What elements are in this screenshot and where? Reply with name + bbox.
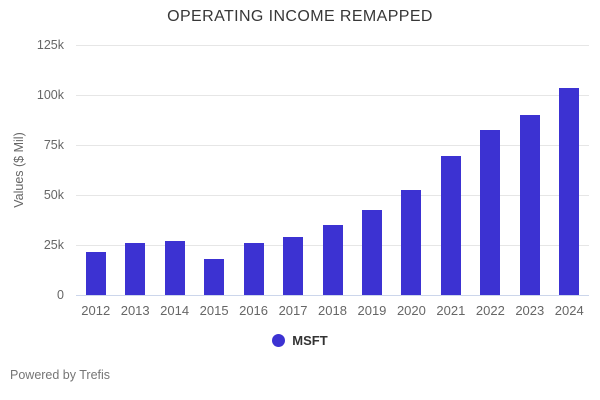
x-axis-tick-label: 2024 <box>554 303 584 318</box>
gridline <box>76 94 589 96</box>
x-axis-tick-label: 2016 <box>239 303 269 318</box>
bar-2018 <box>322 225 343 295</box>
x-axis-tick-label: 2023 <box>515 303 545 318</box>
x-axis-tick-label: 2018 <box>318 303 347 318</box>
plot-area <box>76 44 589 296</box>
x-axis-tick-label: 2019 <box>357 303 387 318</box>
x-axis-tick-label: 2014 <box>160 303 190 318</box>
x-axis-tick-label: 2013 <box>120 303 150 318</box>
bar-2015 <box>204 259 225 295</box>
legend-item-msft[interactable]: MSFT <box>272 333 328 348</box>
legend: MSFT <box>0 333 600 348</box>
y-axis-tick-label: 100k <box>36 88 64 102</box>
x-axis-tick-label: 2020 <box>396 303 426 318</box>
x-axis-line <box>76 294 589 296</box>
bar-2017 <box>283 237 304 295</box>
x-axis-tick-label: 2021 <box>436 303 466 318</box>
bar-2023 <box>519 115 540 295</box>
bar-2014 <box>164 241 185 295</box>
bar-2013 <box>125 243 146 295</box>
bar-2019 <box>361 210 382 295</box>
gridline <box>76 44 589 46</box>
y-axis-tick-label: 0 <box>57 288 64 302</box>
bar-2022 <box>480 130 501 295</box>
x-axis-tick-label: 2022 <box>475 303 505 318</box>
y-axis-tick-label: 125k <box>36 38 64 52</box>
gridline <box>76 194 589 196</box>
x-axis-tick-label: 2017 <box>278 303 308 318</box>
gridline <box>76 144 589 146</box>
x-axis-tick-label: 2015 <box>199 303 229 318</box>
y-axis-tick-label: 50k <box>43 188 64 202</box>
legend-marker-icon <box>272 334 286 347</box>
bar-2016 <box>243 243 264 295</box>
x-axis-tick-label: 2012 <box>81 303 111 318</box>
powered-by-trefis-text: Powered by Trefis <box>10 368 111 382</box>
legend-label: MSFT <box>292 333 328 348</box>
chart-title: OPERATING INCOME REMAPPED <box>167 8 433 25</box>
bar-2020 <box>401 190 422 295</box>
y-axis-tick-label: 75k <box>43 138 64 152</box>
x-axis: 2012 2013 2014 2015 2016 2017 2018 2019 2020 2021… <box>76 303 589 321</box>
y-axis: 0 25k 50k 75k 100k 125k <box>0 38 64 302</box>
bar-2024 <box>559 88 580 295</box>
bar-2012 <box>85 252 106 295</box>
y-axis-tick-label: 25k <box>43 238 64 252</box>
bar-2021 <box>440 156 461 295</box>
